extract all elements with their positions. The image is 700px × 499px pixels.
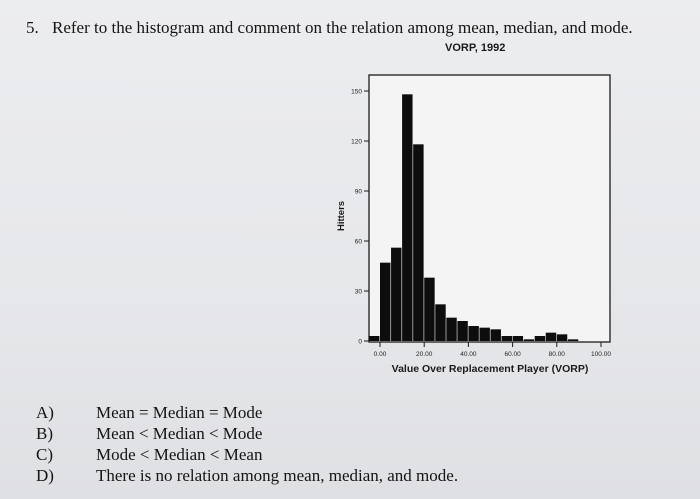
choice-a[interactable]: A) Mean = Median = Mode <box>36 402 458 423</box>
choice-letter: D) <box>36 465 54 485</box>
y-axis-label: Hitters <box>336 201 347 231</box>
x-tick-label: 40.00 <box>460 351 477 358</box>
histogram-bar <box>534 336 546 341</box>
y-axis: 0 30 60 90 120 150 <box>351 89 369 346</box>
choice-text: There is no relation among mean, median,… <box>96 465 459 485</box>
histogram-bar <box>490 329 501 341</box>
choice-c[interactable]: C) Mode < Median < Mean <box>36 444 458 465</box>
histogram-bar <box>501 336 512 341</box>
histogram-bar <box>567 339 579 341</box>
histogram-bar <box>545 332 557 341</box>
question-number: 5. <box>26 18 39 37</box>
y-tick-label: 120 <box>351 139 362 146</box>
choice-text: Mean < Median < Mode <box>96 423 263 443</box>
choice-text: Mean = Median = Mode <box>96 402 263 422</box>
choice-d[interactable]: D) There is no relation among mean, medi… <box>36 465 458 486</box>
choice-b[interactable]: B) Mean < Median < Mode <box>36 423 458 444</box>
histogram-bar <box>391 247 402 341</box>
x-tick-label: 100.00 <box>591 351 611 358</box>
x-tick-label: 80.00 <box>549 351 566 358</box>
histogram-bar <box>435 304 446 341</box>
y-tick-label: 0 <box>358 339 362 346</box>
histogram-bar <box>424 277 435 341</box>
choice-letter: B) <box>36 423 53 443</box>
histogram-bar <box>468 326 479 341</box>
x-axis-label: Value Over Replacement Player (VORP) <box>392 363 589 375</box>
histogram-bar <box>380 262 391 341</box>
histogram-bars <box>368 94 579 341</box>
histogram-bar <box>556 334 568 341</box>
histogram-bar <box>479 327 490 341</box>
y-tick-label: 30 <box>355 289 363 296</box>
question-text: Refer to the histogram and comment on th… <box>52 18 633 37</box>
histogram-bar <box>523 339 535 341</box>
x-tick-label: 20.00 <box>416 351 433 358</box>
y-tick-label: 90 <box>355 189 363 196</box>
choice-letter: A) <box>36 402 54 422</box>
x-axis: 0.00 20.00 40.00 60.00 80.00 100.00 <box>374 342 611 358</box>
choice-letter: C) <box>36 444 53 464</box>
histogram-bar <box>402 94 413 341</box>
x-tick-label: 0.00 <box>374 351 387 358</box>
chart-title: VORP, 1992 <box>445 42 506 54</box>
histogram-bar <box>413 144 424 341</box>
histogram-bar <box>368 336 380 341</box>
histogram-bar <box>446 317 457 341</box>
x-tick-label: 60.00 <box>504 351 521 358</box>
y-tick-label: 150 <box>351 89 362 96</box>
answer-choices: A) Mean = Median = Mode B) Mean < Median… <box>36 402 458 486</box>
y-tick-label: 60 <box>355 239 363 246</box>
histogram-bar <box>512 336 524 341</box>
histogram-bar <box>457 321 468 341</box>
choice-text: Mode < Median < Mean <box>96 444 263 464</box>
